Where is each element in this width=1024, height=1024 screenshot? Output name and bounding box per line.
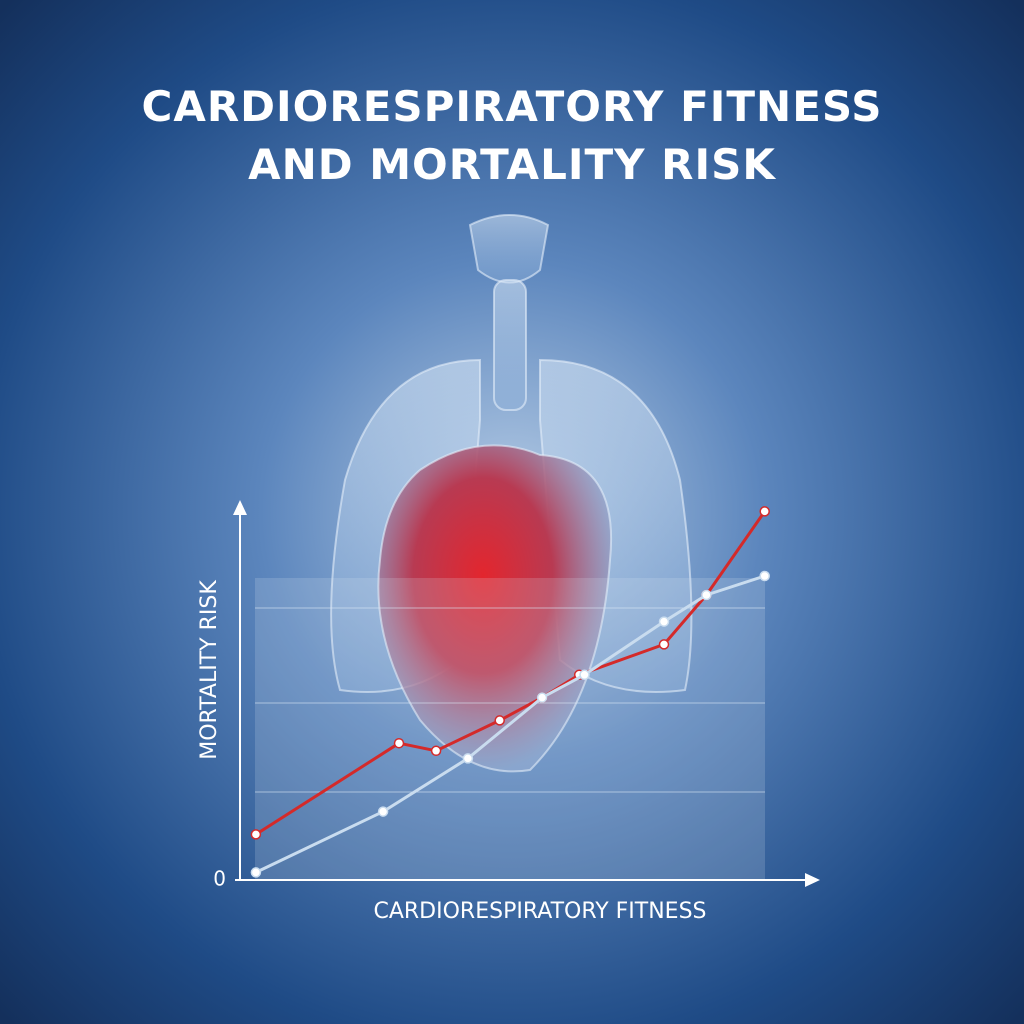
data-point: [759, 506, 770, 517]
data-point: [579, 669, 590, 681]
data-point: [658, 639, 670, 650]
series-line: [255, 574, 766, 874]
y-axis-arrow: [233, 500, 247, 515]
data-point: [494, 715, 505, 726]
data-point: [377, 806, 389, 817]
data-point: [701, 589, 712, 601]
data-point: [250, 829, 262, 840]
chart-title: CARDIORESPIRATORY FITNESS AND MORTALITY …: [141, 82, 883, 189]
data-point: [759, 570, 770, 582]
data-point: [658, 616, 670, 627]
data-point: [430, 745, 442, 757]
data-point: [393, 737, 405, 749]
data-point: [536, 692, 548, 703]
y-axis-label: MORTALITY RISK: [197, 580, 222, 760]
x-axis-label: CARDIORESPIRATORY FITNESS: [373, 899, 706, 924]
plot-shade: [255, 578, 765, 880]
data-point: [462, 753, 474, 764]
data-point: [250, 867, 262, 878]
x-axis-arrow: [805, 873, 820, 887]
y-tick-label: 0: [213, 867, 226, 891]
